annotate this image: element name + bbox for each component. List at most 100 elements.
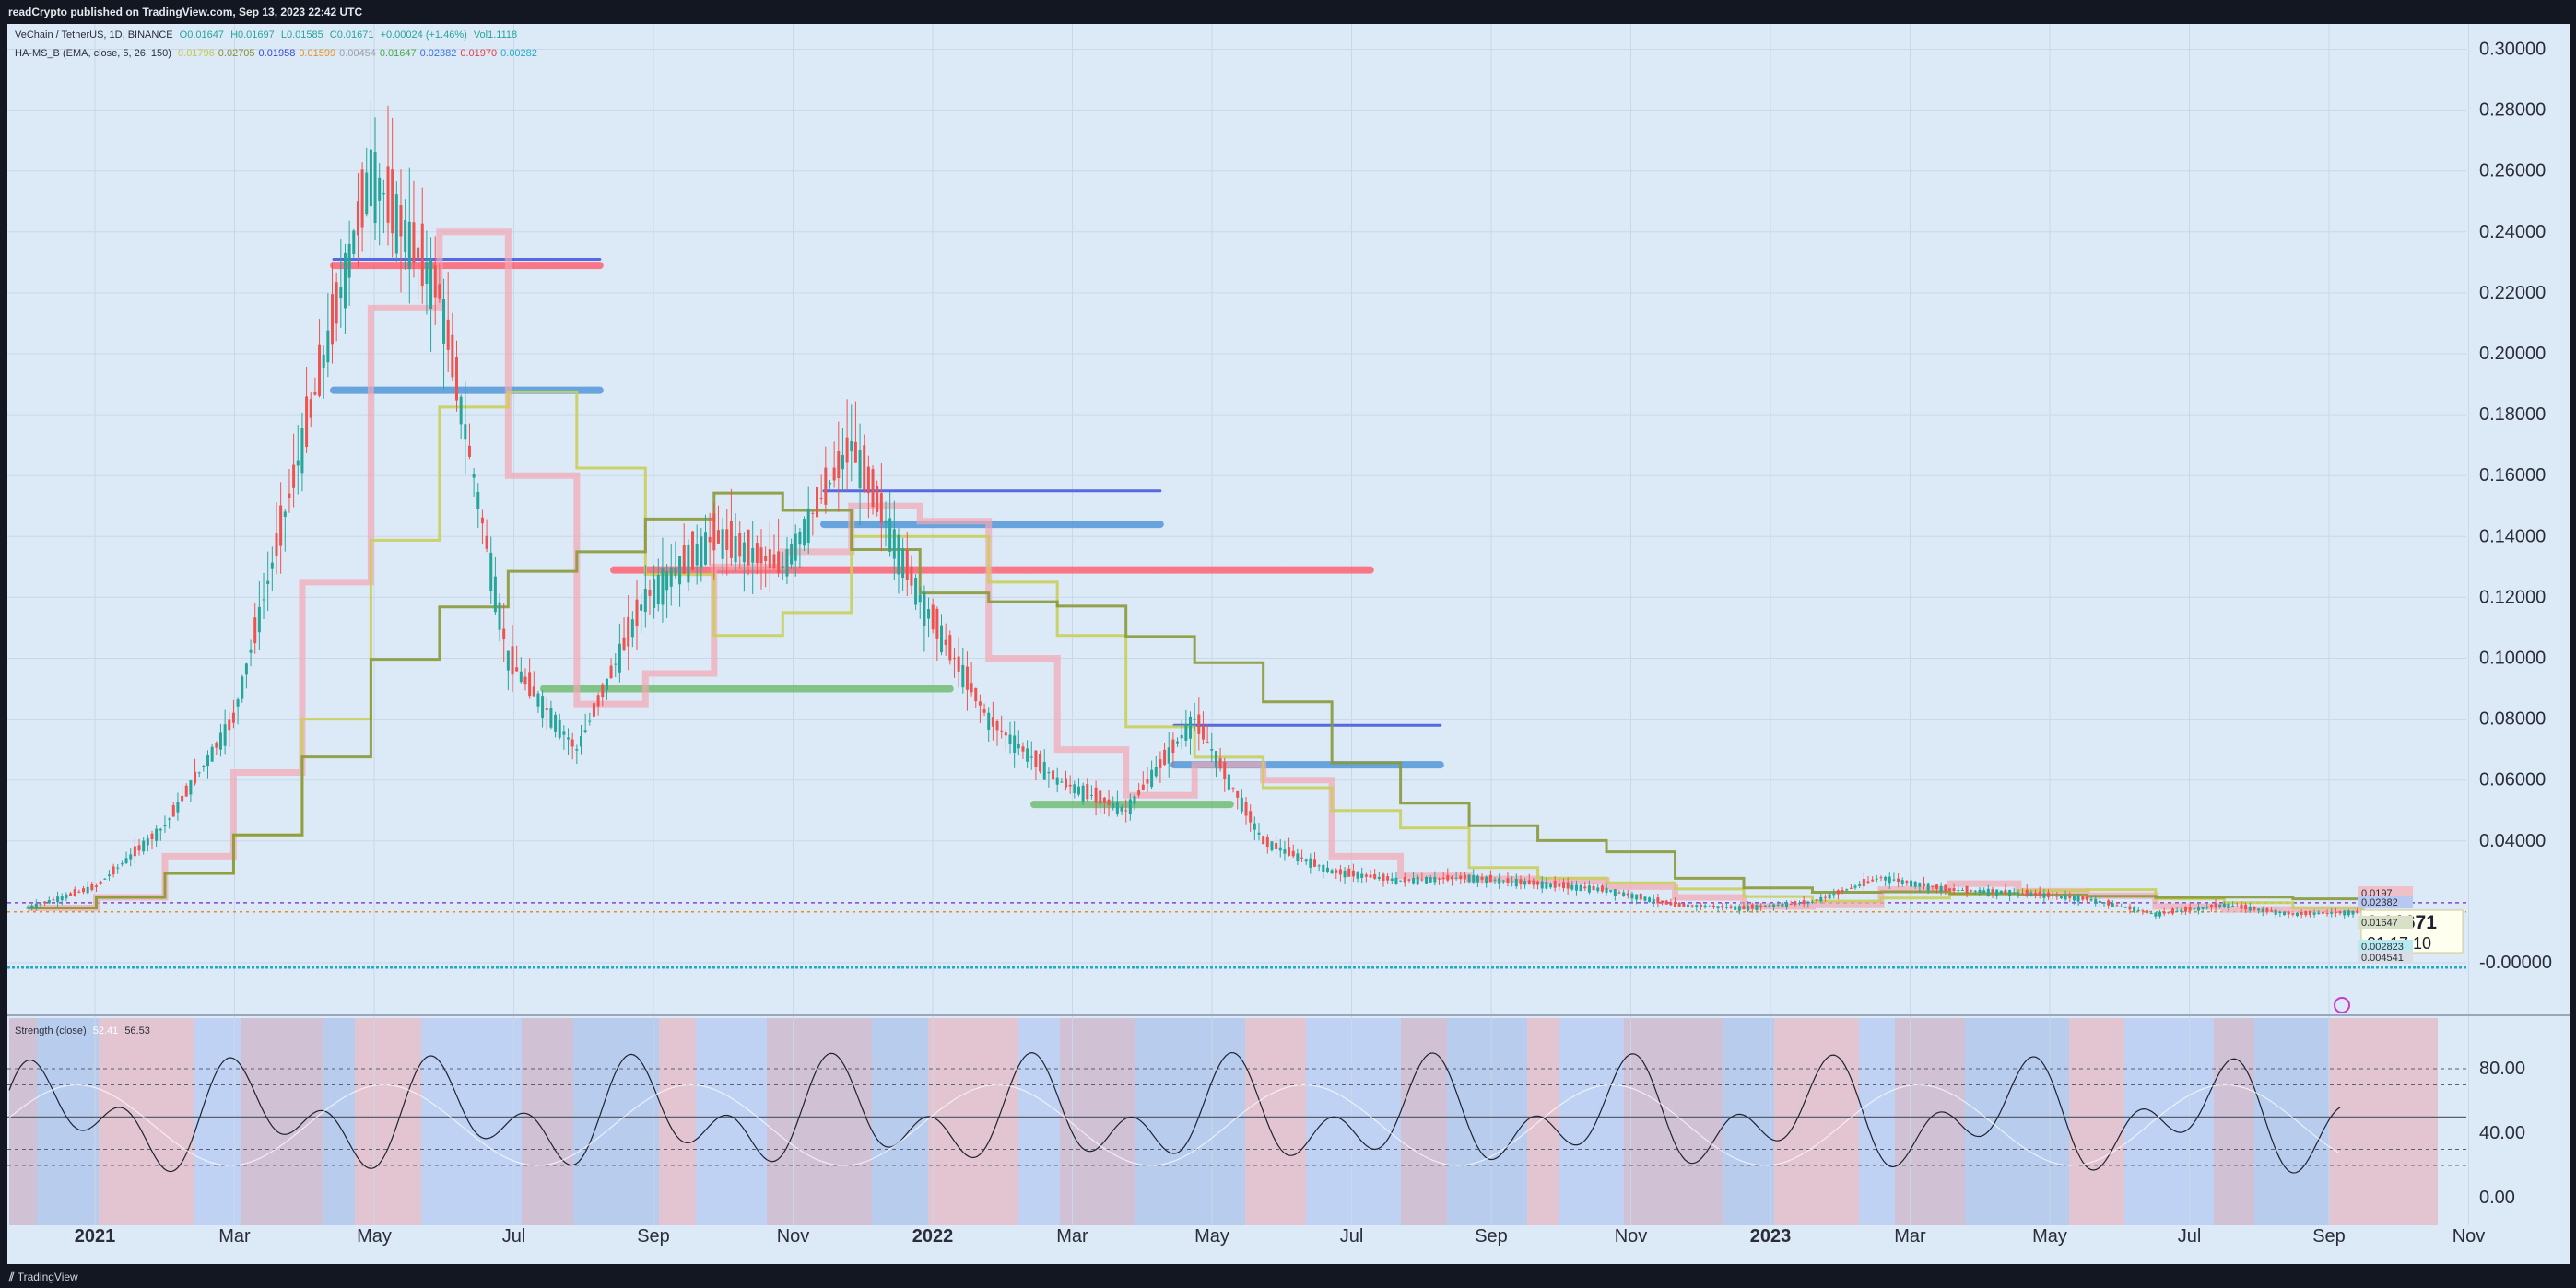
candle-body — [2081, 896, 2085, 900]
oscillator-signal-line — [8, 1083, 2340, 1166]
candle-body — [648, 589, 652, 596]
candle-body — [339, 287, 343, 299]
candle-body — [2094, 898, 2098, 904]
candle-body — [335, 282, 338, 324]
candle-body — [2343, 910, 2347, 916]
candle-body — [1596, 887, 1600, 892]
candle-body — [781, 566, 784, 568]
candle-body — [545, 708, 548, 710]
candle-body — [845, 437, 849, 463]
candle-body — [253, 617, 257, 644]
value-badge — [2358, 896, 2413, 908]
candle-body — [897, 534, 900, 575]
candle-body — [2270, 910, 2274, 912]
oscillator-band — [659, 1018, 696, 1225]
candle-body — [1690, 905, 1694, 907]
indicator-legend: HA-MS_B (EMA, close, 5, 26, 150) 0.01796… — [15, 48, 545, 59]
time-tick-label: 2023 — [1750, 1226, 1792, 1247]
price-tick-label: 0.14000 — [2479, 526, 2546, 546]
candle-body — [1747, 906, 1750, 911]
candle-body — [2201, 907, 2205, 909]
candle-body — [2158, 911, 2162, 917]
candle-body — [1128, 799, 1132, 814]
symbol-name: VeChain / TetherUS, 1D, BINANCE — [15, 29, 173, 41]
value-badge — [2358, 916, 2413, 929]
candle-body — [1223, 761, 1227, 779]
candle-body — [2102, 902, 2106, 904]
candle-body — [764, 556, 768, 562]
oscillator-tick-label: 40.00 — [2479, 1123, 2525, 1143]
candle-body — [570, 739, 574, 747]
price-tick-label: 0.06000 — [2479, 770, 2546, 790]
candle-body — [1579, 884, 1582, 892]
candle-body — [2218, 904, 2222, 907]
candle-body — [1210, 748, 1214, 751]
candle-body — [343, 252, 347, 309]
candle-body — [927, 608, 931, 619]
oscillator-tick-label: 0.00 — [2479, 1188, 2515, 1208]
oscillator-band — [522, 1018, 573, 1225]
candle-body — [1583, 886, 1587, 889]
candle-body — [1073, 784, 1076, 794]
candle-body — [1669, 902, 1673, 906]
candle-body — [2240, 904, 2243, 909]
candle-body — [1905, 881, 1909, 884]
candle-body — [1472, 874, 1476, 883]
legend-close: C0.01671 — [329, 29, 374, 41]
candle-body — [1587, 885, 1591, 893]
candle-body — [1446, 874, 1450, 881]
candle-body — [309, 399, 312, 418]
candle-body — [1476, 875, 1479, 883]
candle-body — [858, 450, 862, 489]
candle-body — [429, 259, 433, 309]
candle-body — [1146, 779, 1149, 784]
candle-body — [1677, 902, 1681, 907]
candle-body — [729, 521, 733, 558]
price-tick-label: 0.12000 — [2479, 587, 2546, 607]
candle-body — [1729, 906, 1733, 908]
candle-body — [871, 469, 875, 508]
candle-body — [1931, 885, 1935, 887]
candle-body — [1124, 810, 1128, 812]
time-tick-label: Nov — [1615, 1226, 1648, 1247]
candle-body — [523, 676, 527, 685]
candle-body — [124, 858, 128, 863]
candle-body — [2038, 891, 2041, 897]
candle-body — [656, 574, 660, 605]
candle-body — [828, 482, 831, 485]
candle-body — [1115, 802, 1119, 814]
candle-body — [914, 578, 918, 605]
candle-body — [155, 828, 159, 841]
candle-body — [1536, 881, 1540, 885]
time-tick-label: Jul — [2178, 1226, 2202, 1247]
candle-body — [725, 529, 729, 550]
candle-body — [1214, 751, 1217, 768]
oscillator-band — [2069, 1018, 2124, 1225]
oscillator-band — [323, 1018, 355, 1225]
candle-body — [1755, 905, 1759, 910]
candle-body — [1711, 905, 1715, 907]
candle-body — [721, 529, 724, 559]
candle-body — [1913, 881, 1917, 887]
candle-body — [223, 724, 227, 746]
candle-body — [811, 512, 815, 514]
candle-body — [202, 766, 206, 767]
candle-body — [1635, 894, 1639, 900]
brand-name: TradingView — [17, 1270, 78, 1283]
candle-body — [2325, 912, 2329, 914]
time-tick-label: Sep — [2312, 1226, 2346, 1247]
candle-body — [2248, 907, 2252, 911]
candle-body — [288, 493, 291, 498]
candle-body — [1703, 905, 1707, 908]
legend-volume: Vol1.1118 — [473, 29, 518, 41]
candle-body — [708, 536, 712, 543]
candle-body — [1047, 771, 1051, 774]
candle-body — [360, 169, 364, 228]
candle-body — [1288, 847, 1291, 856]
candle-body — [991, 717, 994, 727]
candle-body — [687, 544, 690, 583]
candle-body — [755, 543, 759, 564]
candle-body — [1897, 878, 1900, 883]
candle-body — [2076, 896, 2080, 902]
